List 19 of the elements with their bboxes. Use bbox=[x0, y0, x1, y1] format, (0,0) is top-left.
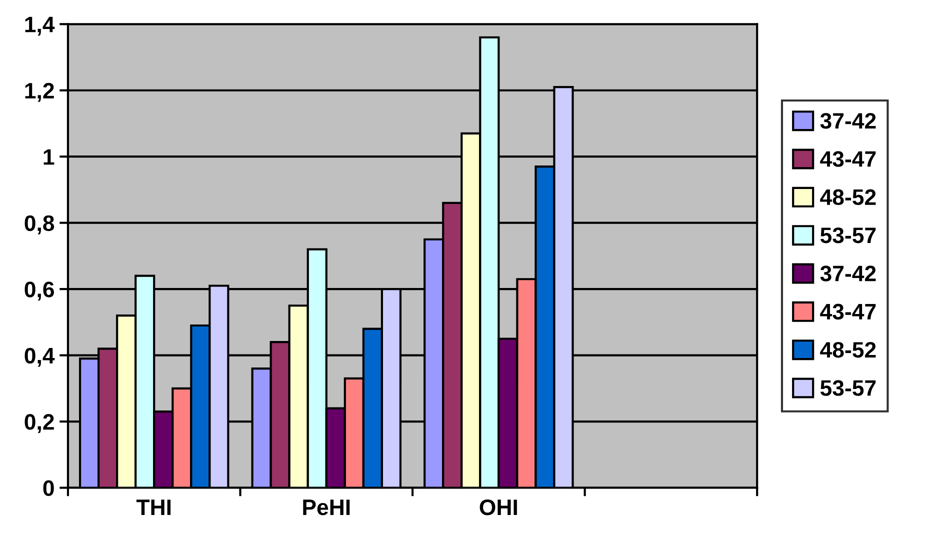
y-tick-label: 1,2 bbox=[25, 82, 54, 102]
y-tick-label: 0 bbox=[43, 480, 54, 496]
legend-label: 48-52 bbox=[820, 342, 876, 358]
legend-label: 37-42 bbox=[820, 266, 876, 282]
legend-label: 43-47 bbox=[820, 304, 876, 320]
y-tick-label: 1 bbox=[44, 149, 54, 165]
legend-label: 53-57 bbox=[820, 227, 876, 244]
y-tick-label: 1,4 bbox=[25, 16, 55, 36]
y-tick-label: 0,6 bbox=[24, 282, 54, 301]
x-tick-label: OHI bbox=[480, 499, 517, 516]
x-tick-label: THI bbox=[136, 500, 171, 515]
legend-label: 53-57 bbox=[820, 380, 876, 396]
y-tick-label: 0,4 bbox=[24, 348, 55, 367]
legend-label: 48-52 bbox=[820, 189, 876, 206]
y-tick-label: 0,8 bbox=[24, 215, 54, 234]
legend-label: 43-47 bbox=[820, 151, 876, 167]
x-tick-label: PeHI bbox=[303, 500, 350, 516]
legend-label: 37-42 bbox=[820, 112, 876, 129]
y-tick-label: 0,2 bbox=[24, 414, 54, 434]
